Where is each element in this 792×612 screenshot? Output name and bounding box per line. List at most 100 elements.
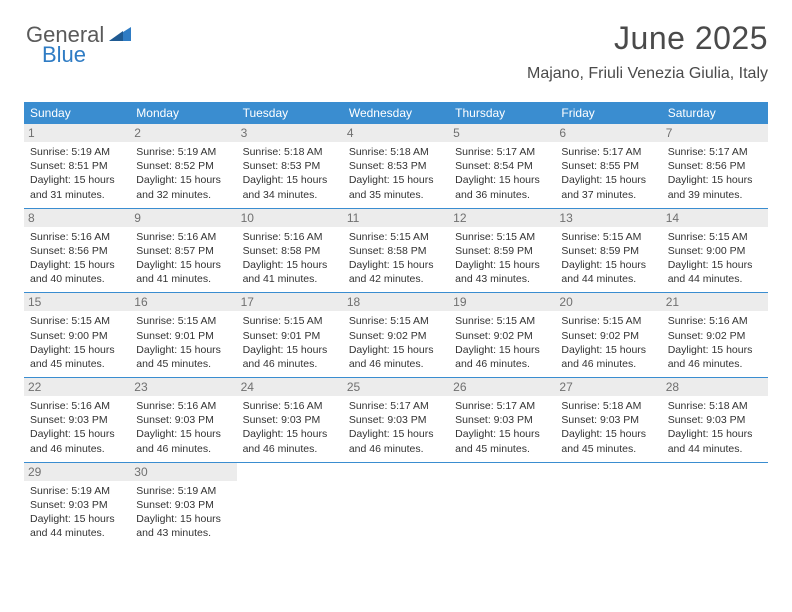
sunrise-text: Sunrise: 5:17 AM — [455, 145, 549, 159]
daylight-text: and 46 minutes. — [136, 442, 230, 456]
sunset-text: Sunset: 9:03 PM — [243, 413, 337, 427]
daylight-text: Daylight: 15 hours — [668, 258, 762, 272]
daylight-text: and 44 minutes. — [30, 526, 124, 540]
sunset-text: Sunset: 9:00 PM — [668, 244, 762, 258]
sunset-text: Sunset: 8:53 PM — [349, 159, 443, 173]
daylight-text: and 46 minutes. — [455, 357, 549, 371]
day-number: 18 — [343, 293, 449, 311]
calendar-day: 3Sunrise: 5:18 AMSunset: 8:53 PMDaylight… — [237, 124, 343, 208]
daylight-text: and 41 minutes. — [243, 272, 337, 286]
day-number: 17 — [237, 293, 343, 311]
calendar-day: 5Sunrise: 5:17 AMSunset: 8:54 PMDaylight… — [449, 124, 555, 208]
day-number: 29 — [24, 463, 130, 481]
day-number: 9 — [130, 209, 236, 227]
sunrise-text: Sunrise: 5:15 AM — [455, 230, 549, 244]
sunrise-text: Sunrise: 5:16 AM — [30, 230, 124, 244]
daylight-text: Daylight: 15 hours — [243, 427, 337, 441]
daylight-text: and 43 minutes. — [136, 526, 230, 540]
daylight-text: and 44 minutes. — [561, 272, 655, 286]
day-number: 24 — [237, 378, 343, 396]
sunset-text: Sunset: 8:51 PM — [30, 159, 124, 173]
location-subtitle: Majano, Friuli Venezia Giulia, Italy — [527, 65, 768, 83]
sunrise-text: Sunrise: 5:16 AM — [136, 230, 230, 244]
sunset-text: Sunset: 9:02 PM — [455, 329, 549, 343]
daylight-text: Daylight: 15 hours — [30, 343, 124, 357]
sunrise-text: Sunrise: 5:18 AM — [243, 145, 337, 159]
daylight-text: Daylight: 15 hours — [243, 258, 337, 272]
daylight-text: and 40 minutes. — [30, 272, 124, 286]
calendar-day — [343, 463, 449, 547]
sunset-text: Sunset: 9:02 PM — [668, 329, 762, 343]
daylight-text: and 45 minutes. — [455, 442, 549, 456]
day-number: 28 — [662, 378, 768, 396]
calendar-day: 30Sunrise: 5:19 AMSunset: 9:03 PMDayligh… — [130, 463, 236, 547]
daylight-text: Daylight: 15 hours — [136, 173, 230, 187]
calendar-day: 13Sunrise: 5:15 AMSunset: 8:59 PMDayligh… — [555, 209, 661, 293]
sunset-text: Sunset: 9:02 PM — [349, 329, 443, 343]
day-number: 22 — [24, 378, 130, 396]
calendar-day: 20Sunrise: 5:15 AMSunset: 9:02 PMDayligh… — [555, 293, 661, 377]
daylight-text: and 46 minutes. — [243, 357, 337, 371]
day-number: 26 — [449, 378, 555, 396]
sunrise-text: Sunrise: 5:15 AM — [668, 230, 762, 244]
sunset-text: Sunset: 8:57 PM — [136, 244, 230, 258]
daylight-text: Daylight: 15 hours — [349, 343, 443, 357]
sunrise-text: Sunrise: 5:18 AM — [668, 399, 762, 413]
logo-text-blue: Blue — [42, 42, 86, 68]
daylight-text: Daylight: 15 hours — [455, 258, 549, 272]
sunrise-text: Sunrise: 5:16 AM — [30, 399, 124, 413]
daylight-text: and 39 minutes. — [668, 188, 762, 202]
calendar-day: 2Sunrise: 5:19 AMSunset: 8:52 PMDaylight… — [130, 124, 236, 208]
sunset-text: Sunset: 8:56 PM — [30, 244, 124, 258]
sunset-text: Sunset: 9:03 PM — [561, 413, 655, 427]
day-number: 27 — [555, 378, 661, 396]
daylight-text: Daylight: 15 hours — [136, 343, 230, 357]
sunrise-text: Sunrise: 5:18 AM — [349, 145, 443, 159]
daylight-text: and 41 minutes. — [136, 272, 230, 286]
sunrise-text: Sunrise: 5:15 AM — [349, 230, 443, 244]
daylight-text: and 46 minutes. — [349, 442, 443, 456]
calendar-day: 25Sunrise: 5:17 AMSunset: 9:03 PMDayligh… — [343, 378, 449, 462]
sunrise-text: Sunrise: 5:15 AM — [561, 230, 655, 244]
sunset-text: Sunset: 9:03 PM — [349, 413, 443, 427]
sunset-text: Sunset: 8:53 PM — [243, 159, 337, 173]
daylight-text: Daylight: 15 hours — [30, 512, 124, 526]
calendar-day: 18Sunrise: 5:15 AMSunset: 9:02 PMDayligh… — [343, 293, 449, 377]
calendar-day: 22Sunrise: 5:16 AMSunset: 9:03 PMDayligh… — [24, 378, 130, 462]
sunrise-text: Sunrise: 5:19 AM — [136, 484, 230, 498]
calendar-day: 21Sunrise: 5:16 AMSunset: 9:02 PMDayligh… — [662, 293, 768, 377]
day-number: 13 — [555, 209, 661, 227]
daylight-text: and 44 minutes. — [668, 442, 762, 456]
calendar-week: 15Sunrise: 5:15 AMSunset: 9:00 PMDayligh… — [24, 293, 768, 378]
day-number: 7 — [662, 124, 768, 142]
calendar: Sunday Monday Tuesday Wednesday Thursday… — [24, 102, 768, 546]
calendar-day: 11Sunrise: 5:15 AMSunset: 8:58 PMDayligh… — [343, 209, 449, 293]
daylight-text: Daylight: 15 hours — [668, 343, 762, 357]
sunset-text: Sunset: 9:03 PM — [30, 413, 124, 427]
sunset-text: Sunset: 9:00 PM — [30, 329, 124, 343]
daylight-text: Daylight: 15 hours — [136, 427, 230, 441]
sunrise-text: Sunrise: 5:15 AM — [561, 314, 655, 328]
calendar-week: 22Sunrise: 5:16 AMSunset: 9:03 PMDayligh… — [24, 378, 768, 463]
calendar-week: 29Sunrise: 5:19 AMSunset: 9:03 PMDayligh… — [24, 463, 768, 547]
calendar-week: 8Sunrise: 5:16 AMSunset: 8:56 PMDaylight… — [24, 209, 768, 294]
calendar-day: 15Sunrise: 5:15 AMSunset: 9:00 PMDayligh… — [24, 293, 130, 377]
daylight-text: and 43 minutes. — [455, 272, 549, 286]
daylight-text: and 37 minutes. — [561, 188, 655, 202]
calendar-day — [662, 463, 768, 547]
daylight-text: Daylight: 15 hours — [561, 258, 655, 272]
sunset-text: Sunset: 8:54 PM — [455, 159, 549, 173]
weekday-header-row: Sunday Monday Tuesday Wednesday Thursday… — [24, 102, 768, 124]
sunrise-text: Sunrise: 5:15 AM — [455, 314, 549, 328]
sunrise-text: Sunrise: 5:17 AM — [668, 145, 762, 159]
daylight-text: Daylight: 15 hours — [455, 173, 549, 187]
calendar-day: 23Sunrise: 5:16 AMSunset: 9:03 PMDayligh… — [130, 378, 236, 462]
header: June 2025 Majano, Friuli Venezia Giulia,… — [527, 20, 768, 83]
sunset-text: Sunset: 9:03 PM — [668, 413, 762, 427]
daylight-text: and 45 minutes. — [30, 357, 124, 371]
day-number: 15 — [24, 293, 130, 311]
logo-triangle-icon — [109, 25, 131, 46]
sunrise-text: Sunrise: 5:16 AM — [243, 230, 337, 244]
sunset-text: Sunset: 8:55 PM — [561, 159, 655, 173]
calendar-day: 16Sunrise: 5:15 AMSunset: 9:01 PMDayligh… — [130, 293, 236, 377]
